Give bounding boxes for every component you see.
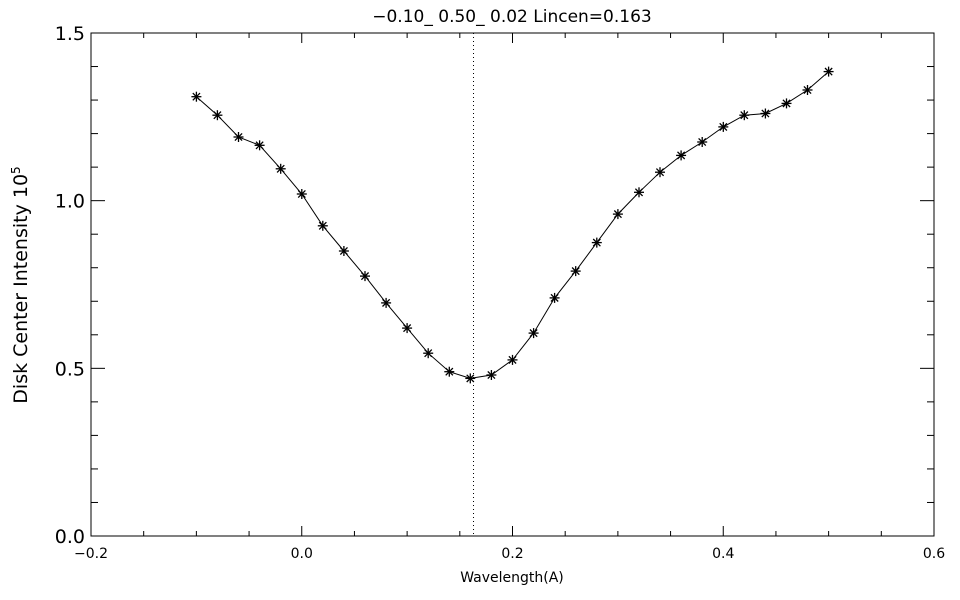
x-tick-label: 0.4 (712, 546, 734, 562)
data-point (465, 373, 476, 384)
data-point (360, 271, 370, 282)
y-axis-label-text: Disk Center Intensity 10 (10, 174, 32, 404)
data-point (718, 121, 729, 132)
data-point (296, 189, 307, 199)
data-point (634, 187, 644, 198)
y-tick-label: 1.5 (55, 23, 85, 45)
data-point (338, 246, 349, 256)
data-point (528, 328, 539, 339)
data-point (823, 66, 834, 77)
data-point (697, 137, 708, 147)
x-axis-label: Wavelength(A) (460, 570, 564, 586)
data-point (570, 266, 581, 277)
data-point (402, 323, 413, 334)
data-point (591, 237, 602, 248)
data-point (549, 292, 560, 303)
data-point (233, 132, 244, 142)
data-point (317, 220, 328, 231)
data-point (254, 140, 265, 151)
data-point (212, 110, 223, 121)
y-axis-label: Disk Center Intensity 105 (9, 166, 32, 403)
y-tick-label: 0.5 (55, 358, 85, 380)
x-tick-label: −0.2 (74, 546, 108, 562)
data-point (655, 167, 665, 178)
data-points (191, 66, 834, 384)
plot-frame (90, 32, 935, 537)
data-point (676, 150, 687, 161)
data-point (275, 163, 286, 174)
data-point (781, 98, 792, 109)
minor-ticks (91, 33, 934, 536)
data-point (739, 110, 750, 121)
x-tick-labels: −0.2 0.0 0.2 0.4 0.6 (74, 546, 945, 562)
chart-title: −0.10_ 0.50_ 0.02 Lincen=0.163 (372, 7, 651, 27)
data-point (423, 348, 434, 359)
x-tick-label: 0.6 (923, 546, 945, 562)
y-axis-label-exponent: 5 (9, 166, 23, 174)
x-tick-label: 0.2 (501, 546, 523, 562)
data-point (507, 354, 518, 365)
y-tick-label: 0.0 (55, 526, 85, 548)
data-point (381, 297, 392, 308)
x-tick-label: 0.0 (291, 546, 313, 562)
data-point (444, 366, 455, 377)
y-tick-labels: 0.0 0.5 1.0 1.5 (55, 23, 85, 548)
data-point (486, 370, 497, 380)
data-point (802, 85, 813, 95)
data-point (191, 91, 202, 102)
data-point (612, 209, 623, 220)
major-ticks (90, 32, 935, 537)
data-point (760, 108, 771, 119)
series-line (196, 71, 829, 379)
y-tick-label: 1.0 (55, 191, 85, 213)
